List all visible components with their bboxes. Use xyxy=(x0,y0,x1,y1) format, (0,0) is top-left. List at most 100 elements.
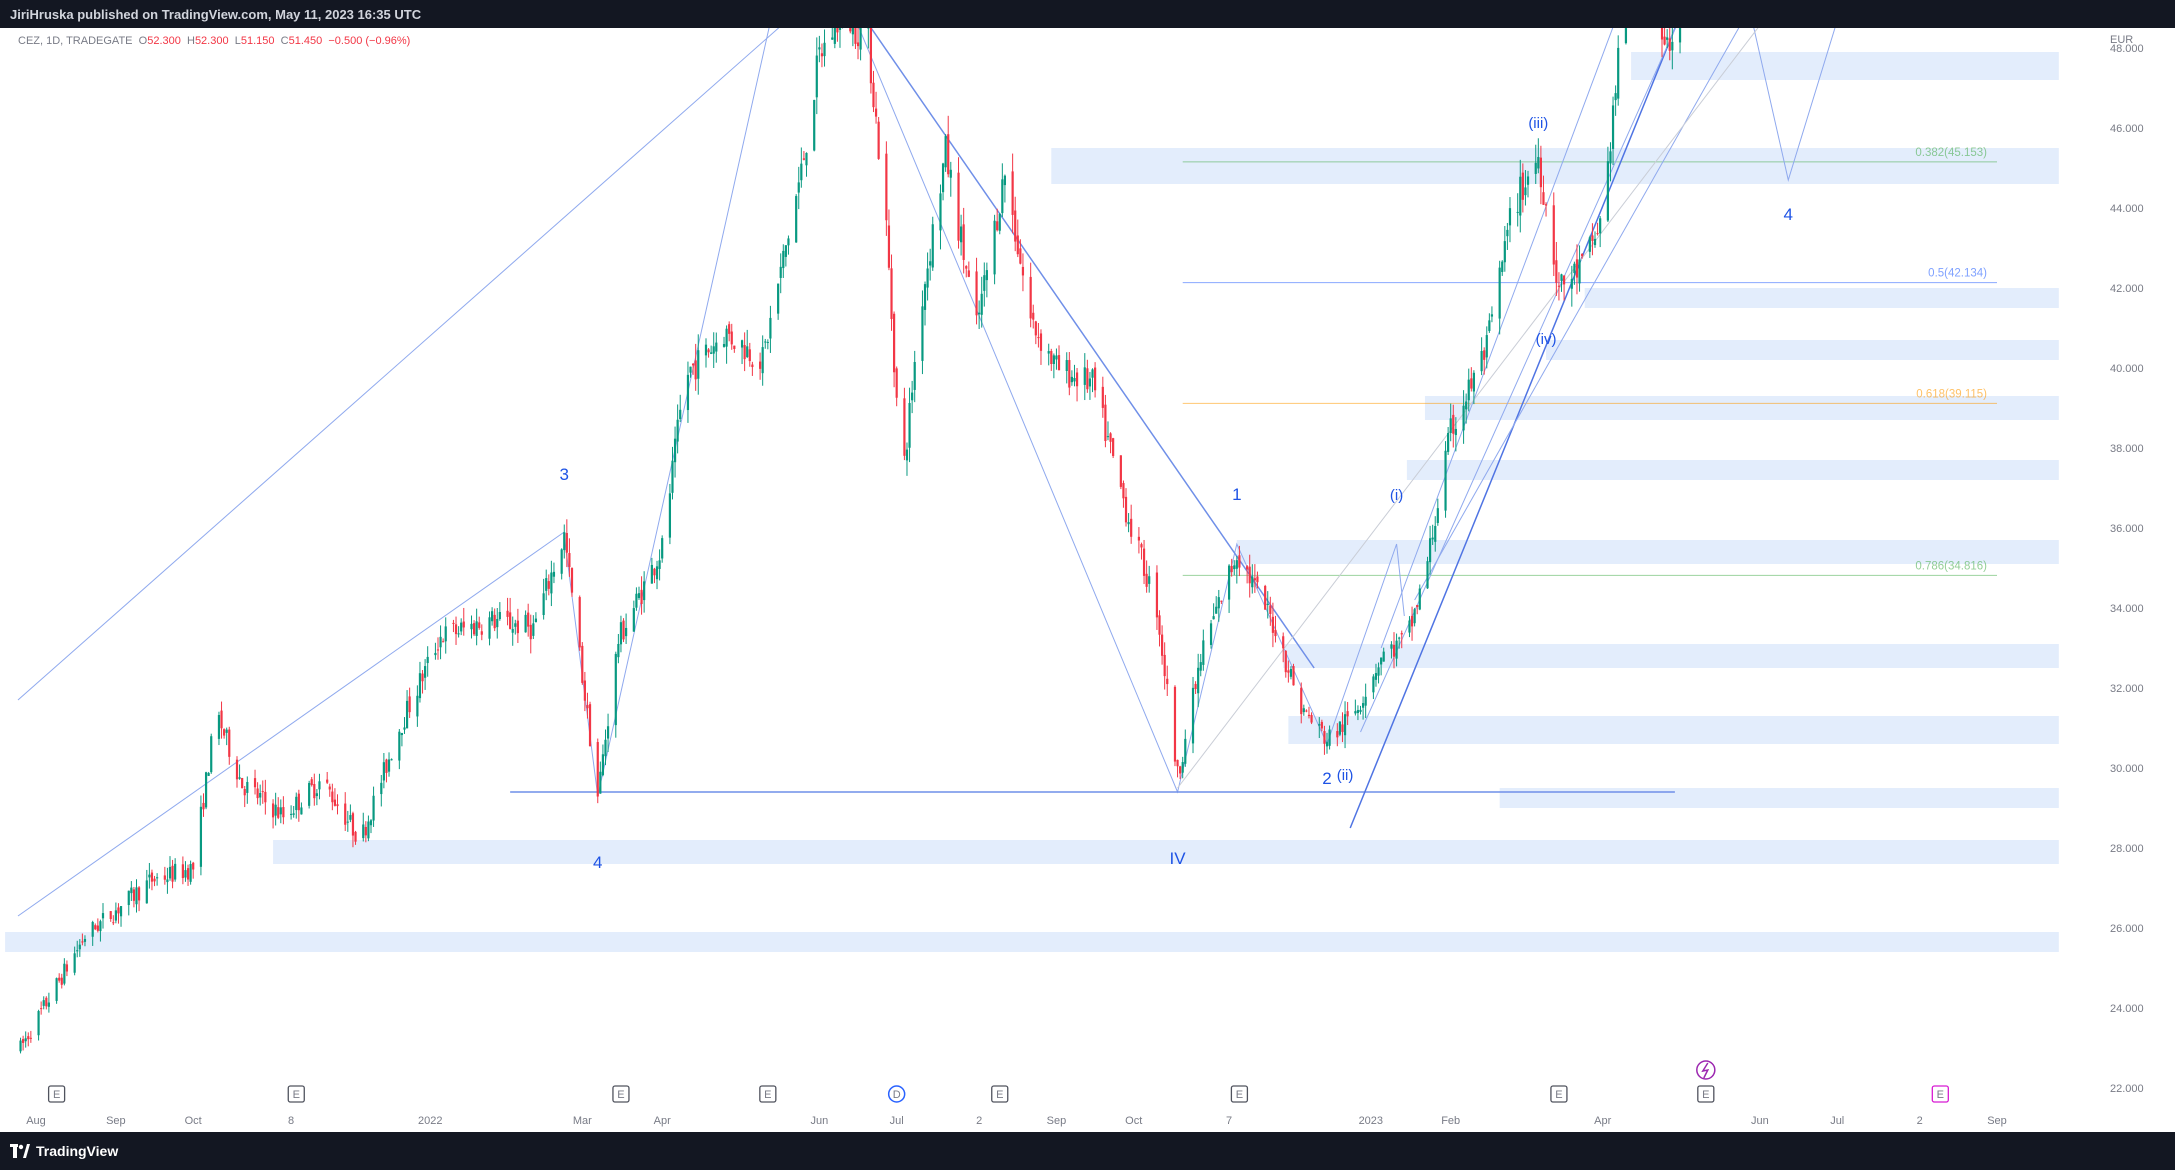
candle-body xyxy=(1191,687,1195,744)
candle-body xyxy=(802,158,806,160)
candle-body xyxy=(1660,28,1664,40)
candle-body xyxy=(1109,433,1112,442)
candle-body xyxy=(506,610,509,617)
earnings-marker xyxy=(287,1085,305,1103)
x-axis-tick-label: Oct xyxy=(185,1115,202,1127)
x-axis-tick-label: Sep xyxy=(1987,1115,2007,1127)
candle-body xyxy=(545,578,548,591)
x-axis-tick-label: Sep xyxy=(106,1115,126,1127)
candle-body xyxy=(1266,603,1269,605)
candle-body xyxy=(856,42,860,47)
candle-body xyxy=(996,221,999,231)
candle-body xyxy=(1488,320,1491,331)
candle-body xyxy=(498,612,501,620)
candle-body xyxy=(784,245,787,257)
candle-body xyxy=(694,360,697,380)
candle-body xyxy=(1516,211,1519,213)
candle-body xyxy=(625,627,628,637)
candle-body xyxy=(1148,576,1151,584)
candle-body xyxy=(1282,636,1285,649)
support-resistance-zone xyxy=(1051,148,2059,184)
candle-body xyxy=(40,1008,43,1010)
candle-body xyxy=(1050,350,1053,364)
candle-body xyxy=(728,324,731,334)
fib-level-label: 0.618(39.115) xyxy=(1916,388,1987,400)
candle-body xyxy=(1140,544,1143,548)
candle-body xyxy=(1524,187,1527,196)
y-axis-tick-label: 44.000 xyxy=(2110,203,2144,215)
candle-body xyxy=(19,1040,22,1052)
candle-body xyxy=(1413,609,1416,624)
candle-body xyxy=(354,831,357,842)
candle-body xyxy=(174,863,177,880)
candle-body xyxy=(877,121,880,159)
candle-body xyxy=(668,493,672,538)
candle-body xyxy=(1269,605,1272,614)
candle-body xyxy=(24,1038,27,1042)
candle-body xyxy=(872,82,875,108)
candle-body xyxy=(127,890,130,906)
candle-body xyxy=(1570,278,1573,289)
candle-body xyxy=(1343,714,1347,736)
candle-body xyxy=(1508,208,1512,226)
candle-body xyxy=(542,593,545,616)
candle-body xyxy=(1436,508,1439,523)
chart-area[interactable]: 22.000 24.000 26.000 28.000 30.000 32.000 34.0… xyxy=(0,28,2175,1132)
candle-body xyxy=(279,807,282,815)
candle-body xyxy=(563,532,566,551)
ohlc-high-label: H xyxy=(186,35,195,47)
candle-body xyxy=(1014,210,1017,242)
candle-body xyxy=(364,826,367,836)
candle-body xyxy=(1088,378,1092,387)
dividend-marker-label: D xyxy=(893,1089,901,1101)
candle-body xyxy=(277,807,280,818)
candle-body xyxy=(921,306,924,361)
candle-body xyxy=(524,614,527,633)
candle-body xyxy=(295,796,298,811)
x-axis-tick-label: 8 xyxy=(288,1115,294,1127)
candle-body xyxy=(452,622,455,624)
candle-body xyxy=(256,788,259,799)
candle-body xyxy=(805,152,808,166)
candle-body xyxy=(1431,537,1434,540)
wave-label: IV xyxy=(1170,849,1187,868)
candle-body xyxy=(264,791,267,803)
candle-body xyxy=(1073,377,1076,382)
earnings-marker-label: E xyxy=(996,1089,1003,1101)
candle-body xyxy=(1181,762,1184,773)
candle-body xyxy=(1398,637,1401,639)
candle-body xyxy=(1197,667,1200,694)
candle-body xyxy=(1611,105,1615,149)
candle-body xyxy=(1065,360,1068,371)
y-axis-tick-label: 42.000 xyxy=(2110,283,2144,295)
candle-body xyxy=(1101,386,1104,408)
candle-body xyxy=(1122,483,1125,499)
candle-body xyxy=(1361,703,1365,708)
candle-body xyxy=(1256,576,1259,583)
candle-body xyxy=(704,344,708,356)
candle-body xyxy=(797,182,800,193)
candle-body xyxy=(1562,275,1566,285)
candle-body xyxy=(434,652,437,656)
candle-body xyxy=(1057,355,1061,371)
candle-body xyxy=(1606,161,1609,221)
x-axis-tick-label: 2 xyxy=(976,1115,982,1127)
candle-body xyxy=(836,28,839,33)
candle-body xyxy=(55,978,58,1001)
candle-body xyxy=(635,593,638,608)
price-chart[interactable]: 22.000 24.000 26.000 28.000 30.000 32.000 34.0… xyxy=(0,28,2175,1132)
channel-line xyxy=(1360,28,1676,733)
candle-body xyxy=(640,589,643,604)
candle-body xyxy=(217,715,221,739)
candle-body xyxy=(207,773,210,776)
candle-body xyxy=(1593,238,1597,246)
candle-body xyxy=(1526,176,1530,185)
candle-body xyxy=(947,134,950,175)
wave-label: 3 xyxy=(560,465,569,484)
candle-body xyxy=(94,925,97,930)
candle-body xyxy=(1166,678,1169,685)
candle-body xyxy=(743,345,746,360)
candle-body xyxy=(604,739,607,757)
candle-body xyxy=(1212,616,1215,620)
y-axis-tick-label: 30.000 xyxy=(2110,763,2144,775)
